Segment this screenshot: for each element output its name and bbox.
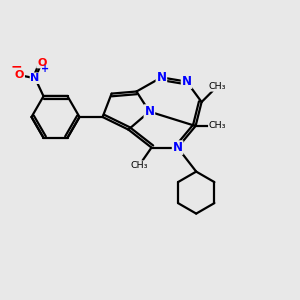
- Text: N: N: [172, 141, 183, 154]
- Text: N: N: [144, 105, 154, 118]
- Text: O: O: [15, 70, 24, 80]
- Text: N: N: [182, 75, 192, 88]
- Text: CH₃: CH₃: [208, 122, 226, 130]
- Text: CH₃: CH₃: [208, 82, 226, 91]
- Text: N: N: [31, 73, 40, 83]
- Text: N: N: [156, 71, 167, 84]
- Text: +: +: [41, 64, 49, 74]
- Text: CH₃: CH₃: [130, 161, 148, 170]
- Text: O: O: [37, 58, 46, 68]
- Text: −: −: [11, 60, 22, 74]
